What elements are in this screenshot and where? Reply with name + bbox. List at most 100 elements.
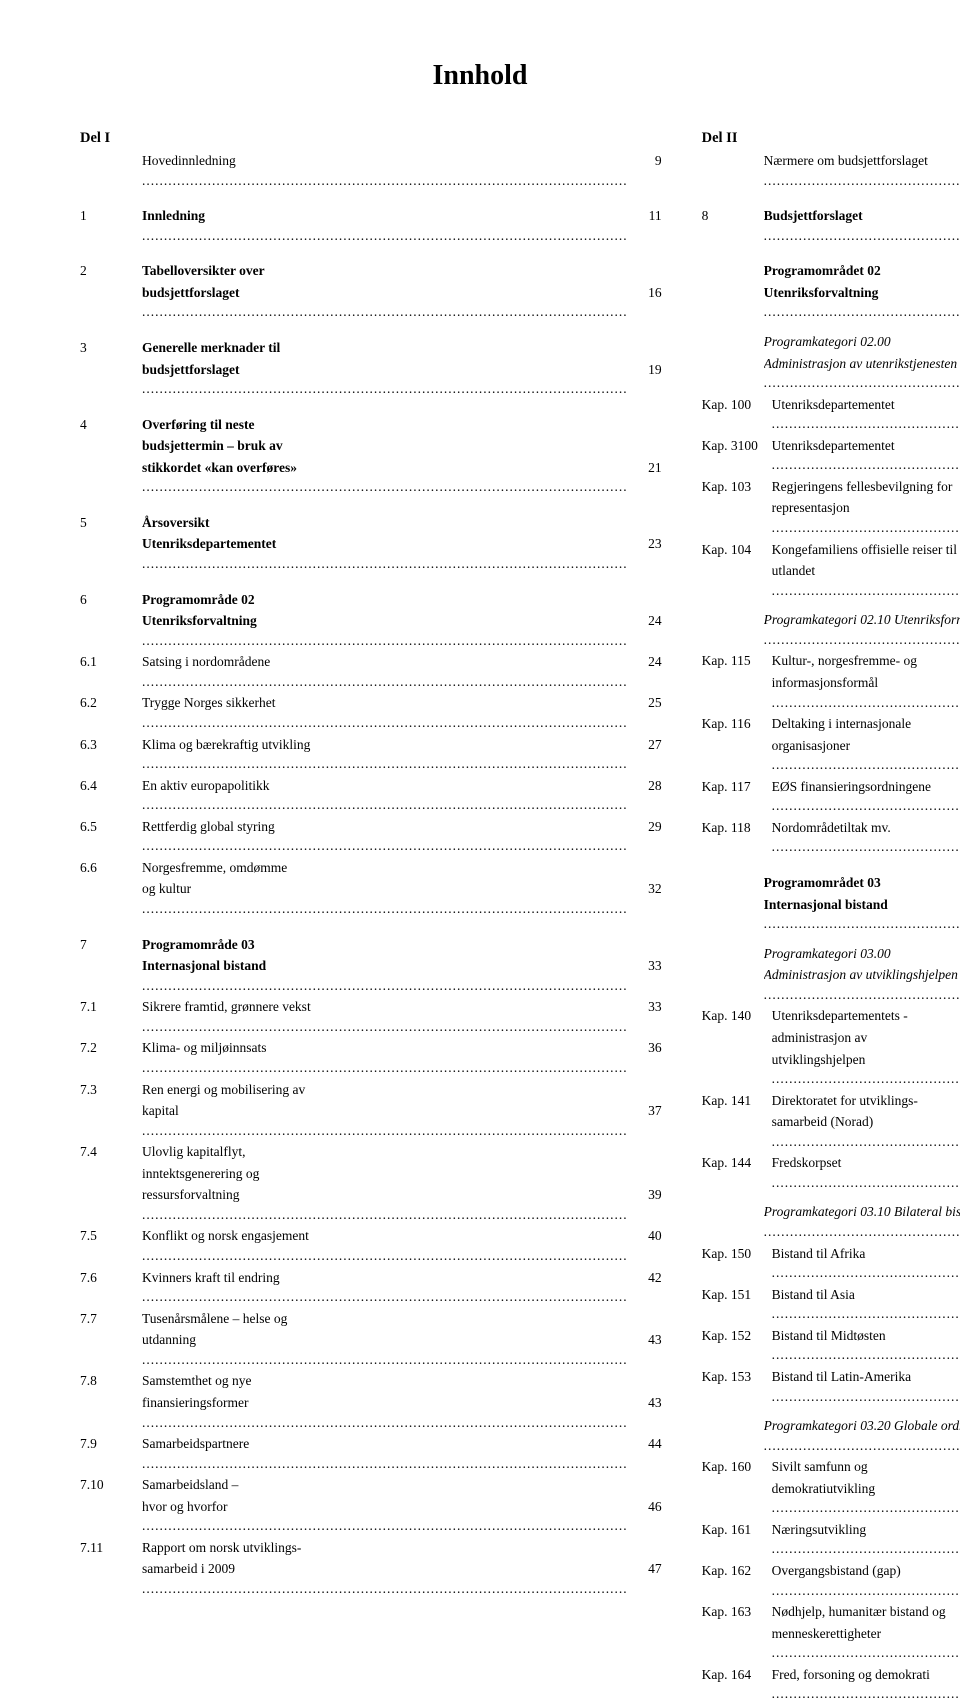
- toc-spacer: [702, 936, 960, 944]
- toc-row: 7.7Tusenårsmålene – helse og: [80, 1309, 662, 1329]
- toc-row: Kap. 162Overgangsbistand (gap)185: [702, 1561, 960, 1600]
- toc-row-label: Administrasjon av utviklingshjelpen: [764, 965, 960, 1004]
- toc-row-label: Fredskorpset: [772, 1153, 960, 1192]
- toc-row: Programkategori 02.10 Utenriksformål70: [702, 610, 960, 649]
- toc-row-label: Kultur-, norgesfremme- og: [772, 651, 960, 671]
- toc-row-number: 7.6: [80, 1268, 142, 1288]
- toc-row-number: [702, 1202, 764, 1222]
- toc-row: Programområdet 02: [702, 261, 960, 281]
- toc-row: Kap. 118Nordområdetiltak mv.105: [702, 818, 960, 857]
- toc-columns: Del I Hovedinnledning91Innledning112Tabe…: [80, 128, 880, 1706]
- toc-row: Kap. 3100Utenriksdepartementet68: [702, 436, 960, 475]
- toc-row: Kap. 103Regjeringens fellesbevilgning fo…: [702, 477, 960, 497]
- toc-row-page: 16: [628, 283, 662, 303]
- toc-row-label: Bistand til Midtøsten: [772, 1326, 960, 1365]
- toc-row: 7.3Ren energi og mobilisering av: [80, 1080, 662, 1100]
- toc-row-label: Programkategori 03.20 Globale ordninger: [764, 1416, 960, 1455]
- toc-row-page: 28: [628, 776, 662, 796]
- toc-row-label: Overgangsbistand (gap): [772, 1561, 960, 1600]
- toc-row-number: 6: [80, 590, 142, 610]
- toc-row: Programkategori 03.20 Globale ordninger1…: [702, 1416, 960, 1455]
- toc-row-page: 39: [628, 1185, 662, 1205]
- toc-row-label: kapital: [142, 1101, 628, 1140]
- toc-row-number: 7.3: [80, 1080, 142, 1100]
- toc-row-label: finansieringsformer: [142, 1393, 628, 1432]
- toc-row: 4Overføring til neste: [80, 415, 662, 435]
- toc-row-label: informasjonsformål: [772, 673, 960, 712]
- toc-row-label: Samarbeidspartnere: [142, 1434, 628, 1473]
- toc-row-page: 36: [628, 1038, 662, 1058]
- toc-row-label: og kultur: [142, 879, 628, 918]
- toc-row: Kap. 141Direktoratet for utviklings-: [702, 1091, 960, 1111]
- toc-row: Kap. 117EØS finansieringsordningene99: [702, 777, 960, 816]
- toc-row-page: 42: [628, 1268, 662, 1288]
- toc-row-label: representasjon: [772, 498, 960, 537]
- toc-row-number: Kap. 100: [702, 395, 772, 415]
- toc-row-label: Internasjonal bistand: [764, 895, 960, 934]
- toc-row-number: [702, 1479, 772, 1499]
- toc-row: 6.2Trygge Norges sikkerhet25: [80, 693, 662, 732]
- toc-row-label: budsjettforslaget: [142, 283, 628, 322]
- toc-spacer: [702, 192, 960, 206]
- toc-row-number: 7.2: [80, 1038, 142, 1058]
- toc-row-label: utlandet: [772, 561, 960, 600]
- toc-row-label: Programkategori 03.00: [764, 944, 960, 964]
- toc-row-number: [702, 610, 764, 630]
- toc-row: Kap. 164Fred, forsoning og demokrati203: [702, 1665, 960, 1704]
- toc-row-page: 25: [628, 693, 662, 713]
- toc-row-number: 1: [80, 206, 142, 226]
- toc-row: Utenriksforvaltning24: [80, 611, 662, 650]
- toc-part-heading: Del II: [702, 128, 960, 149]
- toc-row-number: [80, 611, 142, 631]
- toc-row-number: [80, 151, 142, 171]
- toc-row: Utenriksdepartementet23: [80, 534, 662, 573]
- toc-row: demokratiutvikling175: [702, 1479, 960, 1518]
- toc-row-label: Bistand til Latin-Amerika: [772, 1367, 960, 1406]
- page-title: Innhold: [80, 60, 880, 92]
- toc-row-number: [80, 1393, 142, 1413]
- toc-row-number: 4: [80, 415, 142, 435]
- toc-row-page: 47: [628, 1559, 662, 1579]
- toc-row-number: Kap. 151: [702, 1285, 772, 1305]
- toc-row: utviklingshjelpen131: [702, 1050, 960, 1089]
- toc-row-number: [80, 1330, 142, 1350]
- toc-row-number: [702, 261, 764, 281]
- toc-row: Internasjonal bistand33: [80, 956, 662, 995]
- toc-row-label: demokratiutvikling: [772, 1479, 960, 1518]
- toc-row-number: Kap. 115: [702, 651, 772, 671]
- toc-row-number: 6.2: [80, 693, 142, 713]
- toc-row: Programkategori 02.00: [702, 332, 960, 352]
- toc-row: 6Programområde 02: [80, 590, 662, 610]
- toc-row-label: Ren energi og mobilisering av: [142, 1080, 628, 1100]
- toc-row-label: Programområdet 03: [764, 873, 960, 893]
- toc-row: informasjonsformål70: [702, 673, 960, 712]
- toc-row-number: [702, 151, 764, 171]
- toc-row-label: EØS finansieringsordningene: [772, 777, 960, 816]
- toc-row-number: [702, 1416, 764, 1436]
- toc-row-number: [80, 360, 142, 380]
- toc-row-page: 24: [628, 611, 662, 631]
- toc-row-label: Overføring til neste: [142, 415, 628, 435]
- toc-row-label: Klima og bærekraftig utvikling: [142, 735, 628, 774]
- toc-row-page: 37: [628, 1101, 662, 1121]
- toc-row-number: 6.6: [80, 858, 142, 878]
- toc-row-number: 6.3: [80, 735, 142, 755]
- toc-row: 7.5Konflikt og norsk engasjement40: [80, 1226, 662, 1265]
- toc-spacer: [80, 324, 662, 338]
- toc-row-label: Konflikt og norsk engasjement: [142, 1226, 628, 1265]
- toc-row-label: Rapport om norsk utviklings-: [142, 1538, 628, 1558]
- toc-row-number: 7.1: [80, 997, 142, 1017]
- toc-row-number: 7.11: [80, 1538, 142, 1558]
- toc-row-number: 7.7: [80, 1309, 142, 1329]
- toc-row-label: Programkategori 02.00: [764, 332, 960, 352]
- toc-row: hvor og hvorfor46: [80, 1497, 662, 1536]
- toc-row-number: [80, 1497, 142, 1517]
- toc-row-number: [702, 944, 764, 964]
- toc-row: 7.8Samstemthet og nye: [80, 1371, 662, 1391]
- toc-row: Kap. 153Bistand til Latin-Amerika170: [702, 1367, 960, 1406]
- toc-row-label: Hovedinnledning: [142, 151, 628, 190]
- toc-row-page: 43: [628, 1330, 662, 1350]
- toc-row-number: [702, 673, 772, 693]
- toc-row-number: Kap. 117: [702, 777, 772, 797]
- toc-row-number: [702, 283, 764, 303]
